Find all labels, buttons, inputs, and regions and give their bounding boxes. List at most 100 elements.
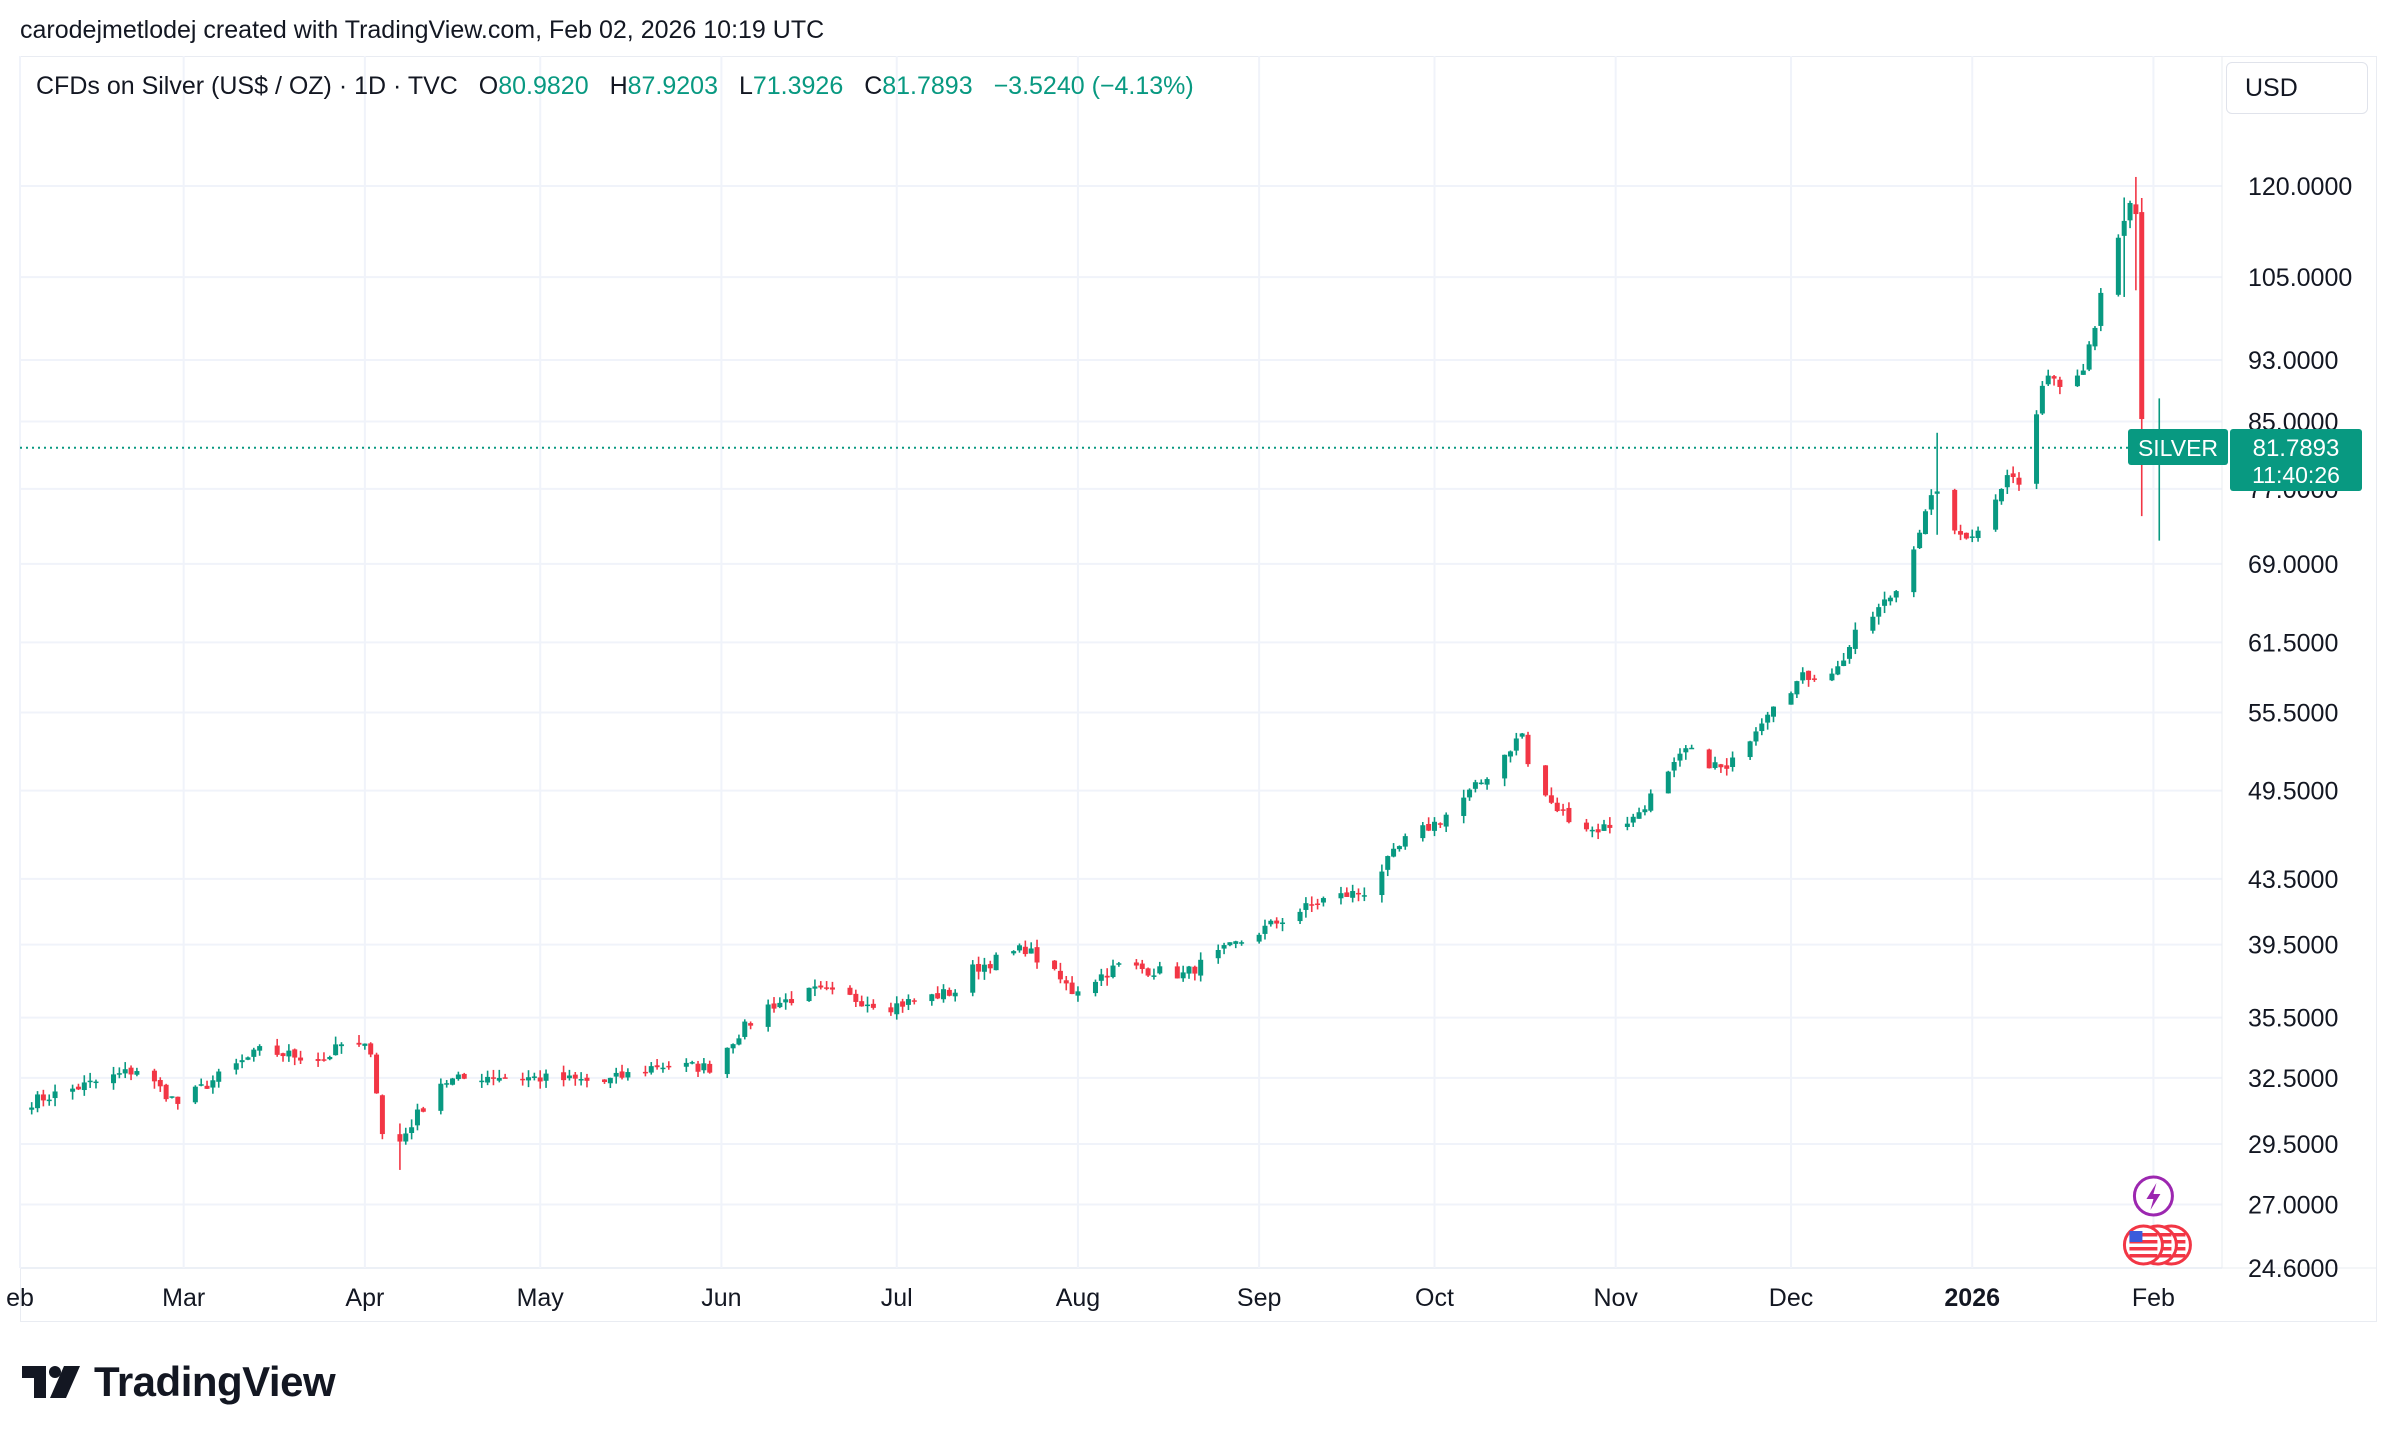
candle-body (2039, 385, 2045, 414)
candle-body (572, 1074, 578, 1079)
candle-body (584, 1077, 590, 1081)
candle-body (1630, 816, 1636, 823)
candle-body (444, 1083, 450, 1085)
candle-body (2121, 220, 2127, 236)
candle-body (414, 1109, 420, 1126)
candle-body (35, 1094, 41, 1109)
candle-body (52, 1091, 58, 1099)
tradingview-logo[interactable]: TradingView (22, 1358, 336, 1406)
x-tick-label: Oct (1415, 1284, 1454, 1312)
candle-body (1391, 848, 1397, 857)
currency-button[interactable]: USD (2226, 62, 2368, 114)
candle-body (2115, 237, 2121, 295)
candle-body (777, 1002, 783, 1008)
candle-body (929, 994, 935, 1002)
candle-body (1467, 789, 1473, 798)
candle-body (490, 1077, 496, 1079)
x-tick-label: Feb (2132, 1284, 2175, 1312)
candle-body (204, 1085, 210, 1089)
candle-body (1718, 764, 1724, 768)
candle-body (175, 1096, 181, 1104)
candle-body (1607, 824, 1613, 828)
candle-body (526, 1077, 532, 1081)
candle-body (280, 1053, 286, 1057)
candle-body (1426, 823, 1432, 831)
candle-body (2057, 379, 2063, 387)
candle-body (1993, 499, 1999, 530)
candle-body (1806, 670, 1812, 680)
candle-body (1648, 793, 1654, 811)
change-value: −3.5240 (−4.13%) (993, 72, 1194, 100)
candle-body (29, 1107, 35, 1110)
x-tick-label: Mar (162, 1284, 205, 1312)
us-flag-icon[interactable] (2122, 1224, 2164, 1266)
candle-body (192, 1086, 198, 1103)
candle-body (847, 987, 853, 995)
candle-body (1911, 549, 1917, 593)
candle-body (666, 1065, 672, 1068)
grid-lines (19, 56, 2376, 1269)
candle-body (1794, 681, 1800, 695)
candle-body (128, 1067, 134, 1075)
x-axis: eb Mar Apr May Jun Jul Aug Sep Oct Nov Dec 2026 Feb (6, 1284, 2175, 1312)
candle-body (1011, 951, 1017, 954)
candle-body (1543, 765, 1549, 796)
candle-body (566, 1075, 572, 1079)
candle-body (683, 1062, 689, 1067)
candle-body (531, 1076, 537, 1078)
candle-body (1683, 748, 1689, 753)
candle-body (1876, 607, 1882, 617)
candle-body (1396, 846, 1402, 850)
candle-body (1706, 749, 1712, 769)
candle-body (1215, 949, 1221, 959)
lightning-icon[interactable] (2132, 1175, 2174, 1217)
candle-body (134, 1071, 140, 1075)
y-tick-label: 43.5000 (2248, 866, 2338, 894)
candle-body (1502, 754, 1508, 779)
candle-body (1759, 723, 1765, 732)
candle-body (1133, 962, 1139, 966)
candle-body (1385, 856, 1391, 870)
candle-body (543, 1073, 549, 1081)
candle-body (1712, 762, 1718, 768)
candle-body (1157, 966, 1163, 974)
event-markers[interactable] (2122, 1175, 2192, 1266)
y-tick-label: 29.5000 (2248, 1131, 2338, 1159)
candle-body (46, 1099, 52, 1102)
candle-body (941, 989, 947, 1000)
candle-body (1239, 942, 1245, 944)
candle-body (1420, 825, 1426, 839)
candle-body (1443, 814, 1449, 827)
open-value: 80.9820 (498, 72, 589, 100)
candle-body (1887, 597, 1893, 602)
candle-body (87, 1080, 93, 1083)
candle-body (707, 1063, 713, 1073)
candle-body (1092, 981, 1098, 994)
candle-body (736, 1038, 742, 1045)
high-value: 87.9203 (627, 72, 718, 100)
candle-body (286, 1050, 292, 1057)
candle-body (1075, 991, 1081, 996)
y-tick-label: 24.6000 (2248, 1255, 2338, 1283)
candle-body (561, 1072, 567, 1081)
candle-body (613, 1072, 619, 1077)
candle-body (338, 1044, 344, 1047)
candle-body (853, 993, 859, 1002)
candle-body (1180, 972, 1186, 979)
candle-body (198, 1084, 204, 1086)
candle-body (1174, 966, 1180, 979)
candle-body (438, 1083, 444, 1111)
candle-body (327, 1056, 333, 1060)
candle-body (1870, 616, 1876, 631)
x-tick-label: Dec (1769, 1284, 1813, 1312)
candle-body (485, 1076, 491, 1083)
candle-body (911, 1000, 917, 1002)
price-tag-price: 81.7893 (2253, 435, 2340, 462)
candle-body (1589, 829, 1595, 832)
candle-body (1671, 762, 1677, 771)
candle-body (730, 1044, 736, 1049)
close-label: C (864, 72, 883, 100)
candle-body (783, 999, 789, 1003)
candle-body (1472, 782, 1478, 789)
